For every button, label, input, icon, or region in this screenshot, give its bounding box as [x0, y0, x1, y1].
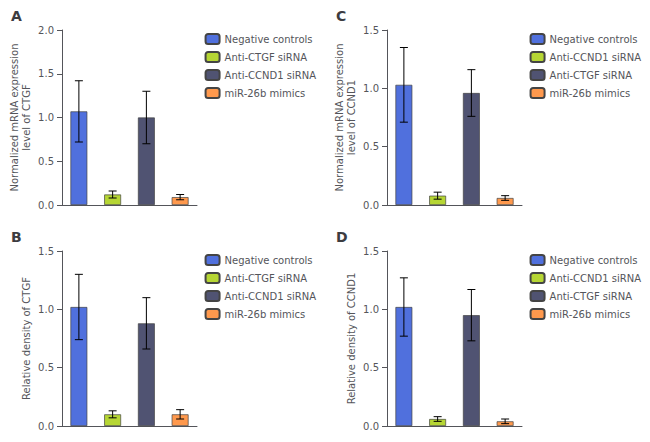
svg-text:1.5: 1.5 [363, 246, 379, 257]
svg-text:Anti-CTGF siRNA: Anti-CTGF siRNA [550, 70, 633, 81]
svg-text:Negative controls: Negative controls [550, 34, 638, 45]
svg-text:2.0: 2.0 [38, 25, 54, 36]
svg-text:0.0: 0.0 [38, 200, 54, 211]
svg-text:0.0: 0.0 [363, 421, 379, 432]
svg-text:0.5: 0.5 [38, 156, 54, 167]
svg-text:level of CTGF: level of CTGF [21, 84, 32, 151]
svg-text:Anti-CTGF siRNA: Anti-CTGF siRNA [550, 291, 633, 302]
svg-text:B: B [11, 229, 22, 245]
svg-text:0.5: 0.5 [363, 362, 379, 373]
svg-text:miR-26b mimics: miR-26b mimics [225, 309, 306, 320]
svg-text:1.5: 1.5 [38, 246, 54, 257]
svg-text:D: D [336, 229, 348, 245]
svg-text:miR-26b mimics: miR-26b mimics [550, 309, 631, 320]
svg-text:1.0: 1.0 [363, 304, 379, 315]
svg-text:Anti-CCND1 siRNA: Anti-CCND1 siRNA [225, 291, 317, 302]
svg-text:Normalized mRNA expression: Normalized mRNA expression [334, 43, 345, 191]
svg-text:Relative density of CTGF: Relative density of CTGF [21, 277, 32, 400]
svg-text:C: C [336, 8, 346, 24]
svg-text:1.0: 1.0 [38, 304, 54, 315]
svg-text:Anti-CCND1 siRNA: Anti-CCND1 siRNA [225, 70, 317, 81]
svg-text:level of CCND1: level of CCND1 [346, 80, 357, 155]
svg-text:0.5: 0.5 [363, 141, 379, 152]
svg-text:1.5: 1.5 [363, 25, 379, 36]
svg-text:Relative density of CCND1: Relative density of CCND1 [346, 273, 357, 405]
svg-text:Anti-CTGF siRNA: Anti-CTGF siRNA [225, 273, 308, 284]
svg-text:Negative controls: Negative controls [550, 255, 638, 266]
svg-text:Anti-CTGF siRNA: Anti-CTGF siRNA [225, 52, 308, 63]
svg-text:1.5: 1.5 [38, 68, 54, 79]
svg-text:0.0: 0.0 [38, 421, 54, 432]
svg-text:0.0: 0.0 [363, 200, 379, 211]
svg-text:1.0: 1.0 [363, 83, 379, 94]
svg-text:Anti-CCND1 siRNA: Anti-CCND1 siRNA [550, 273, 642, 284]
svg-text:0.5: 0.5 [38, 362, 54, 373]
svg-text:A: A [11, 8, 22, 24]
svg-text:miR-26b mimics: miR-26b mimics [550, 88, 631, 99]
svg-text:miR-26b mimics: miR-26b mimics [225, 88, 306, 99]
svg-text:Anti-CCND1 siRNA: Anti-CCND1 siRNA [550, 52, 642, 63]
svg-text:Normalized mRNA expression: Normalized mRNA expression [9, 43, 20, 191]
svg-text:Negative controls: Negative controls [225, 255, 313, 266]
svg-text:Negative controls: Negative controls [225, 34, 313, 45]
svg-text:1.0: 1.0 [38, 112, 54, 123]
